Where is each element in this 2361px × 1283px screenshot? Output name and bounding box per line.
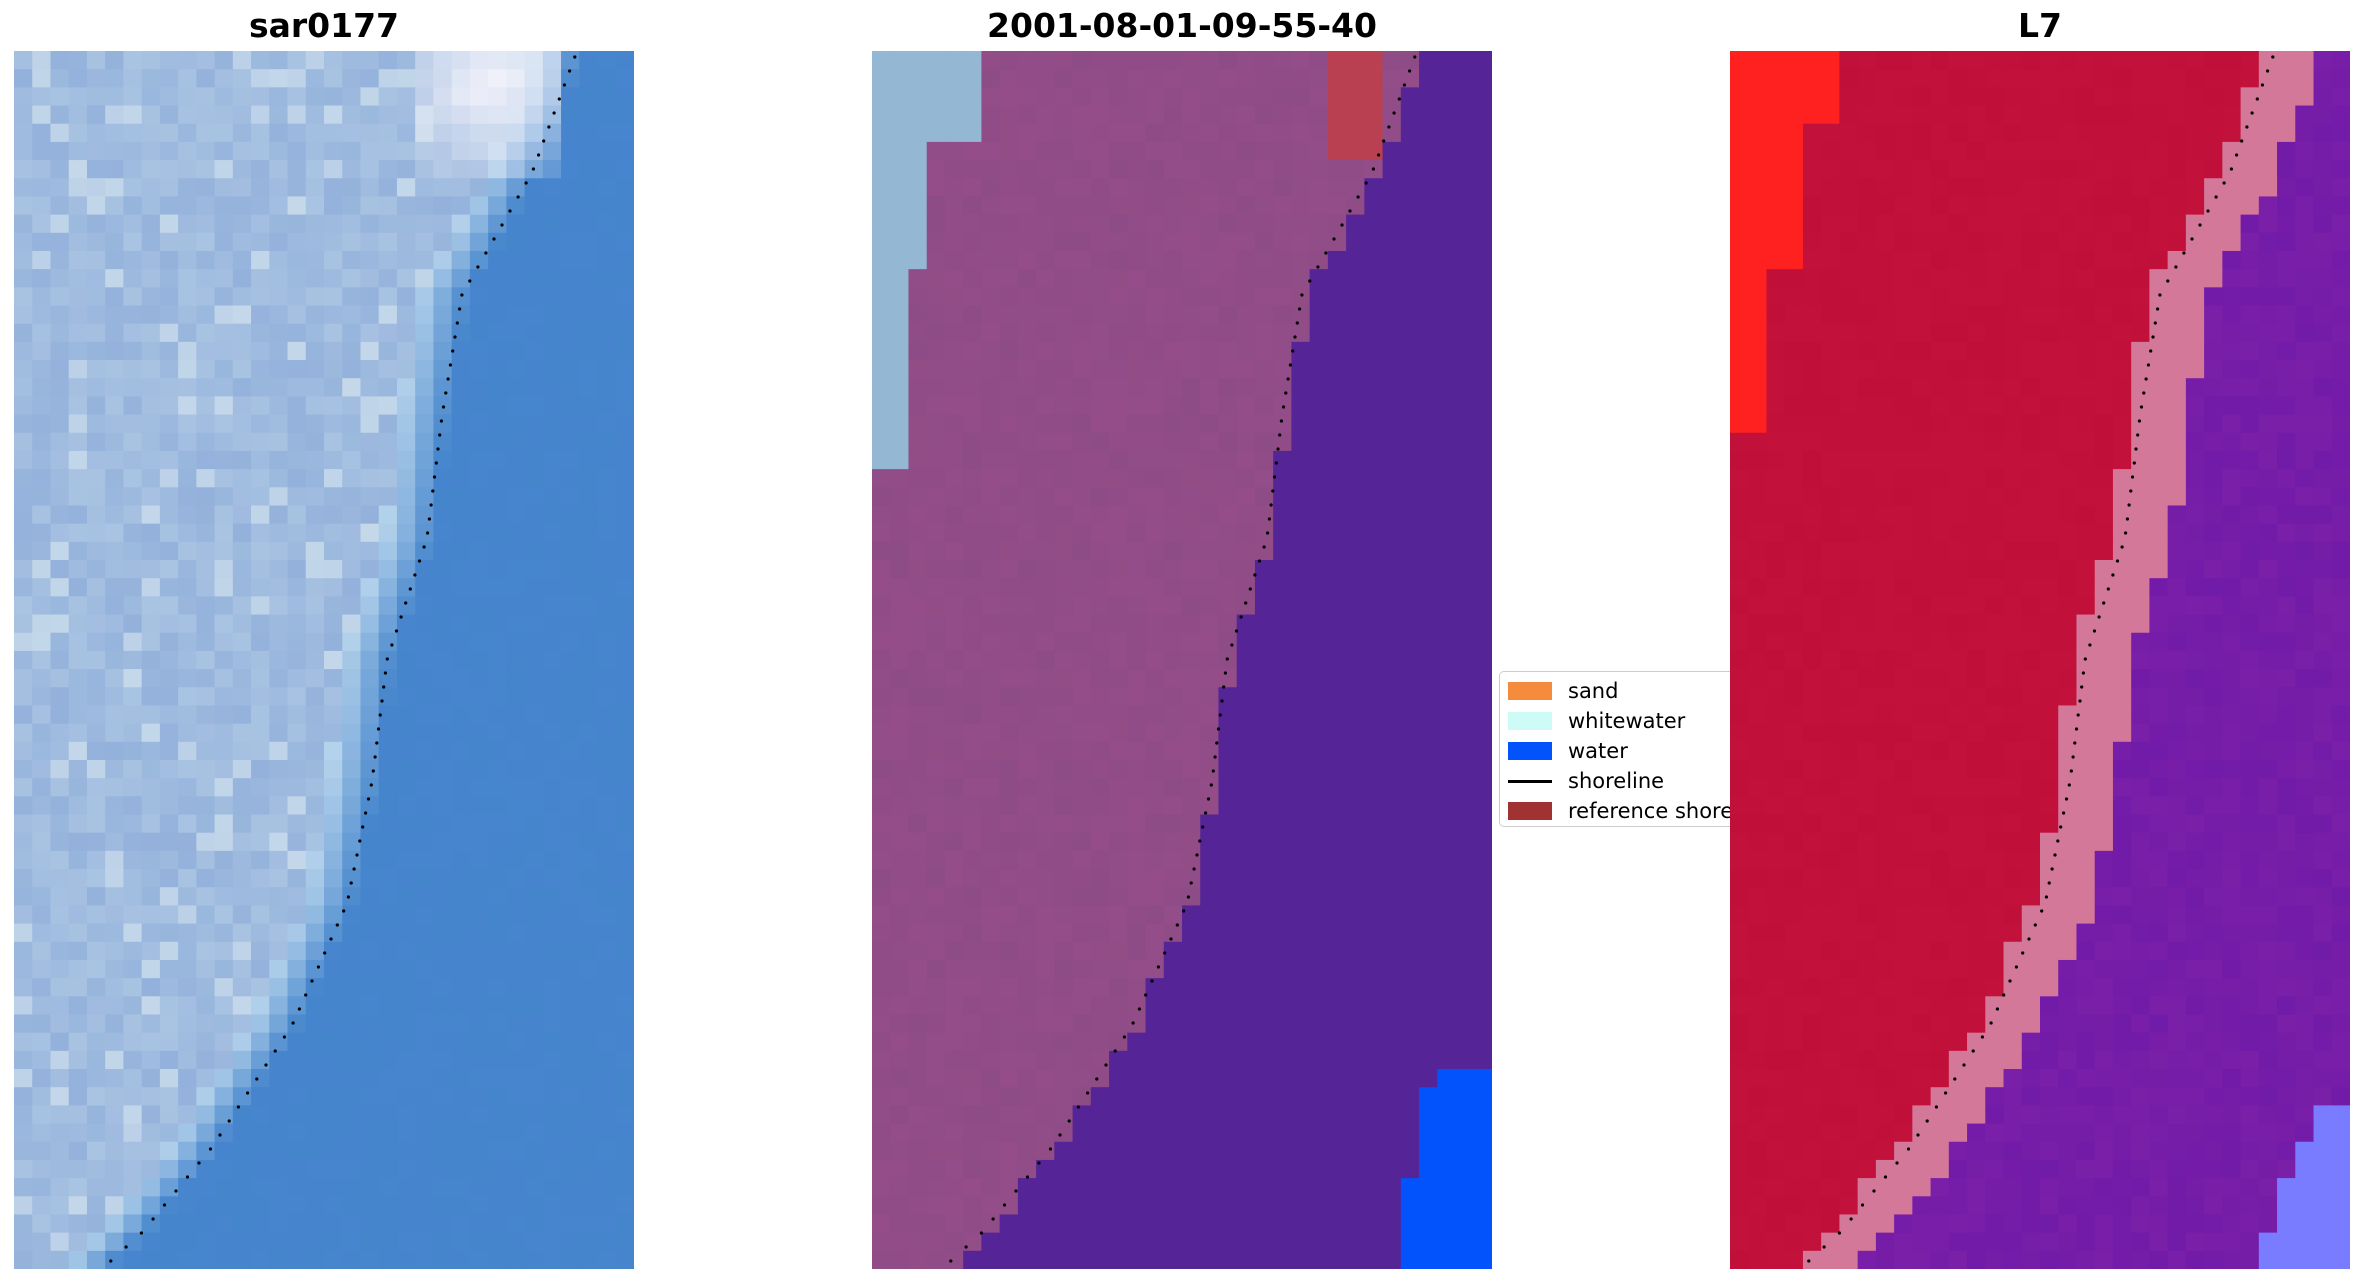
legend: sand whitewater water shoreline referenc… — [1499, 671, 1759, 827]
index-image — [1730, 51, 2350, 1269]
legend-label-reference-shoreline: reference shoreline — [1568, 799, 1759, 823]
legend-label-water: water — [1568, 739, 1628, 763]
panel-title-index: L7 — [2018, 6, 2062, 45]
legend-swatch-sand — [1508, 682, 1552, 700]
panel-title-classified: 2001-08-01-09-55-40 — [987, 6, 1377, 45]
legend-label-sand: sand — [1568, 679, 1619, 703]
shoreline-dots — [949, 55, 1417, 1263]
legend-label-whitewater: whitewater — [1568, 709, 1686, 733]
rgb-image — [14, 51, 634, 1269]
legend-swatch-reference-shoreline — [1508, 802, 1552, 820]
panel-title-rgb: sar0177 — [248, 6, 400, 45]
legend-item-whitewater: whitewater — [1508, 706, 1685, 736]
index-image-panel — [1730, 51, 2350, 1269]
legend-swatch-shoreline — [1508, 779, 1552, 783]
legend-item-reference-shoreline: reference shoreline — [1508, 796, 1759, 826]
shoreline-dots — [1807, 55, 2275, 1263]
legend-swatch-water — [1508, 742, 1552, 760]
legend-item-shoreline: shoreline — [1508, 766, 1664, 796]
classified-image-panel — [872, 51, 1492, 1269]
classified-image — [872, 51, 1492, 1269]
rgb-image-panel — [14, 51, 634, 1269]
legend-swatch-whitewater — [1508, 712, 1552, 730]
legend-item-water: water — [1508, 736, 1628, 766]
shoreline-dots — [109, 55, 577, 1263]
legend-label-shoreline: shoreline — [1568, 769, 1665, 793]
legend-item-sand: sand — [1508, 676, 1618, 706]
